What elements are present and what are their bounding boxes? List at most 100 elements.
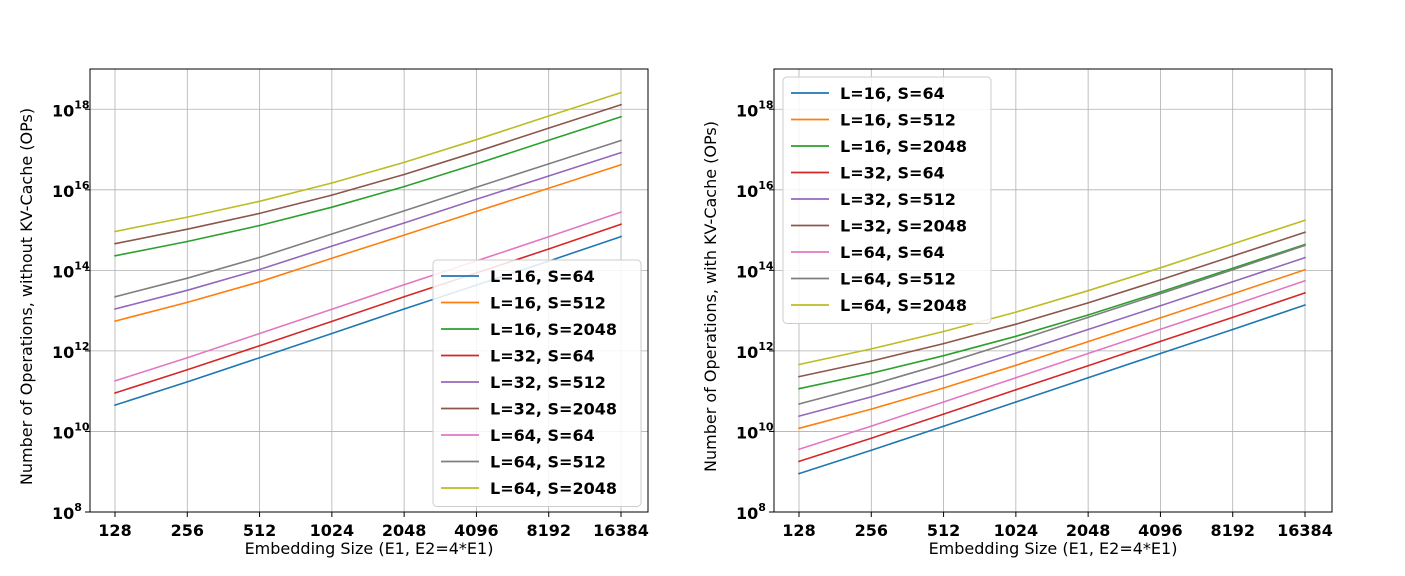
data-point bbox=[1231, 293, 1234, 295]
data-point bbox=[547, 248, 550, 250]
y-tick-label: 1010 bbox=[736, 420, 774, 442]
data-point bbox=[1087, 301, 1090, 304]
plot-frame bbox=[89, 68, 649, 513]
data-point bbox=[798, 403, 800, 405]
left-chart-without-kv-cache: 128 256 512 1024 2048 4096 8192 163841081010101… bbox=[17, 68, 649, 558]
data-point bbox=[1231, 243, 1234, 245]
legend-label: L=32, S=2048 bbox=[490, 400, 617, 419]
data-point bbox=[942, 342, 945, 345]
y-tick-label: 1018 bbox=[52, 98, 90, 120]
legend-label: L=32, S=64 bbox=[490, 347, 595, 366]
data-point bbox=[1014, 376, 1017, 379]
x-tick-label: 2048 bbox=[382, 521, 427, 540]
data-point bbox=[1304, 268, 1306, 271]
data-point bbox=[403, 283, 406, 286]
series-line-5 bbox=[114, 103, 622, 245]
y-tick-label: 1016 bbox=[736, 179, 774, 201]
series-line-3 bbox=[798, 292, 1306, 463]
data-point bbox=[330, 320, 333, 323]
data-point bbox=[330, 257, 333, 260]
data-point bbox=[114, 230, 116, 233]
series-line-5 bbox=[798, 231, 1306, 378]
data-point bbox=[114, 308, 116, 310]
data-point bbox=[1231, 268, 1234, 271]
data-point bbox=[1159, 291, 1162, 293]
data-point bbox=[870, 348, 873, 350]
data-point bbox=[403, 308, 406, 310]
series-lines bbox=[798, 219, 1306, 475]
data-point bbox=[475, 210, 478, 213]
data-point bbox=[475, 198, 478, 201]
data-point bbox=[798, 448, 800, 451]
data-point bbox=[547, 115, 550, 117]
data-point bbox=[798, 460, 800, 463]
x-tick-label: 512 bbox=[243, 521, 276, 540]
legend-label: L=64, S=2048 bbox=[490, 479, 617, 498]
data-point bbox=[547, 175, 550, 177]
legend-label: L=64, S=512 bbox=[840, 270, 956, 289]
data-point bbox=[114, 380, 116, 382]
data-point bbox=[1304, 231, 1306, 234]
series-line-6 bbox=[114, 211, 622, 382]
data-point bbox=[1231, 280, 1234, 283]
data-point bbox=[403, 185, 406, 188]
data-point bbox=[403, 222, 406, 224]
series-line-6 bbox=[798, 280, 1306, 451]
data-point bbox=[1014, 401, 1017, 403]
series-line-8 bbox=[114, 91, 622, 233]
data-point bbox=[798, 387, 800, 390]
x-tick-label: 16384 bbox=[593, 521, 649, 540]
y-tick-label: 1012 bbox=[736, 340, 774, 362]
data-point bbox=[620, 91, 622, 94]
data-point bbox=[186, 381, 189, 383]
data-point bbox=[258, 256, 261, 259]
series-line-4 bbox=[114, 151, 622, 310]
data-point bbox=[942, 425, 945, 428]
y-tick-exponent: 14 bbox=[758, 259, 774, 272]
series-line-2 bbox=[798, 243, 1306, 390]
data-point bbox=[1159, 292, 1162, 295]
legend-label: L=64, S=512 bbox=[490, 453, 606, 472]
data-point bbox=[475, 138, 478, 141]
data-point bbox=[547, 127, 550, 130]
legend-label: L=16, S=64 bbox=[840, 84, 945, 103]
data-point bbox=[1087, 289, 1090, 292]
y-tick-exponent: 18 bbox=[758, 98, 773, 111]
data-point bbox=[798, 363, 800, 366]
right-chart-with-kv-cache: 128 256 512 1024 2048 4096 8192 163841081010101… bbox=[701, 68, 1333, 558]
legend-label: L=16, S=2048 bbox=[840, 137, 967, 156]
data-point bbox=[1159, 340, 1162, 343]
data-point bbox=[942, 413, 945, 415]
data-point bbox=[330, 194, 333, 196]
y-tick-label: 108 bbox=[736, 501, 766, 523]
x-ticks: 128 256 512 1024 2048 4096 8192 16384 bbox=[98, 512, 649, 540]
y-tick-exponent: 16 bbox=[758, 179, 774, 192]
x-tick-label: 8192 bbox=[1210, 521, 1255, 540]
data-point bbox=[1159, 328, 1162, 331]
y-axis-label: Number of Operations, with KV-Cache (OPs… bbox=[701, 121, 720, 472]
data-point bbox=[1087, 328, 1090, 331]
legend-label: L=64, S=2048 bbox=[840, 296, 967, 315]
legend-label: L=16, S=2048 bbox=[490, 320, 617, 339]
plot-frame bbox=[773, 68, 1333, 513]
x-axis-label: Embedding Size (E1, E2=4*E1) bbox=[929, 539, 1178, 558]
series-line-8 bbox=[798, 219, 1306, 366]
data-point bbox=[1087, 316, 1090, 319]
series-line-0 bbox=[798, 304, 1306, 475]
data-point bbox=[1159, 278, 1162, 281]
legend: L=16, S=64 L=16, S=512 L=16, S=2048 L=32, S… bbox=[782, 76, 992, 324]
legend-label: L=16, S=512 bbox=[490, 294, 606, 313]
y-tick-label: 108 bbox=[52, 501, 82, 523]
y-tick-exponent: 14 bbox=[74, 259, 90, 272]
data-point bbox=[620, 151, 622, 154]
data-point bbox=[547, 163, 550, 165]
data-point bbox=[942, 387, 945, 389]
y-tick-label: 1014 bbox=[52, 259, 90, 281]
y-tick-label: 1014 bbox=[736, 259, 774, 281]
data-point bbox=[1231, 328, 1234, 331]
data-point bbox=[475, 163, 478, 165]
x-tick-label: 4096 bbox=[1138, 521, 1183, 540]
series-line-4 bbox=[798, 256, 1306, 417]
data-point bbox=[942, 401, 945, 403]
